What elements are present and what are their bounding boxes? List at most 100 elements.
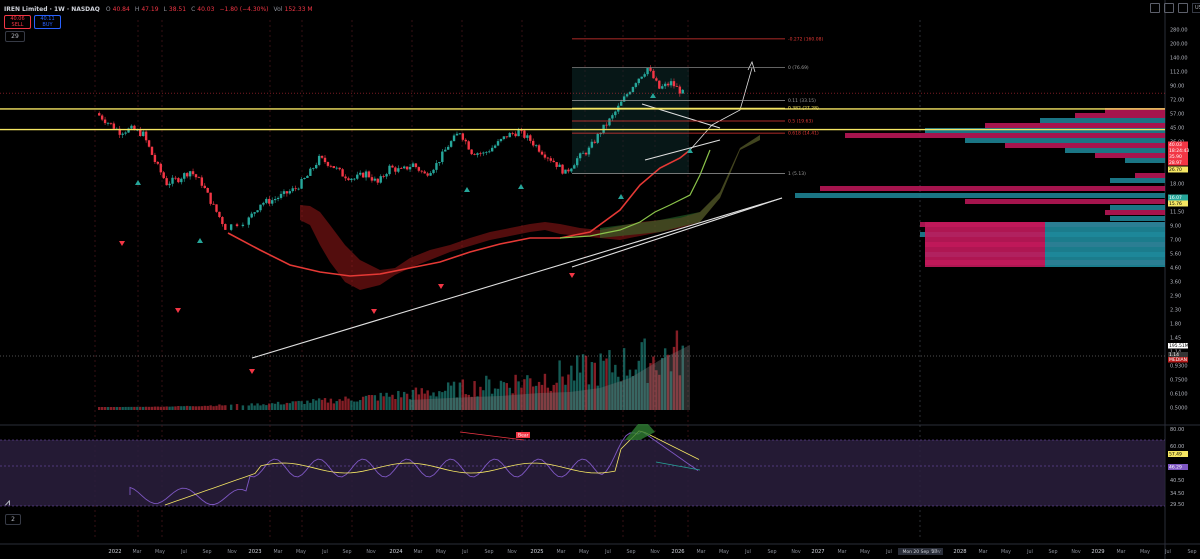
candle-body	[420, 170, 423, 172]
time-axis-label: Jul	[461, 549, 468, 555]
candle-body	[625, 94, 629, 97]
volume-bar	[276, 401, 280, 410]
volume-bar	[628, 369, 632, 410]
rsi-axis-tick: 40.50	[1170, 478, 1184, 484]
volume-bar	[165, 406, 168, 410]
time-axis-label: 2028	[953, 549, 966, 555]
volume-bar	[467, 394, 470, 410]
time-axis-label: Mar	[132, 549, 141, 555]
volume-bar	[150, 406, 154, 410]
candle-body	[200, 177, 204, 186]
volume-bar	[382, 396, 385, 410]
candle-body	[631, 86, 635, 93]
candle-body	[338, 167, 341, 170]
sell-signal-icon	[371, 309, 377, 314]
volume-bar	[537, 381, 541, 410]
candle-body	[402, 166, 406, 169]
volume-bar	[482, 390, 485, 410]
candle-body	[141, 131, 145, 137]
candle-body	[271, 200, 274, 204]
volume-bar	[159, 406, 162, 410]
price-axis-tick: 9.00	[1170, 224, 1181, 230]
volume-bar	[520, 387, 523, 410]
screenshot-icon[interactable]	[1164, 3, 1174, 13]
candle-body	[153, 154, 157, 162]
volume-bar	[364, 395, 368, 410]
buy-button[interactable]: 40.11 BUY	[34, 15, 61, 29]
price-axis-tick: 112.00	[1170, 70, 1188, 76]
time-axis-label: Jul	[1164, 549, 1171, 555]
time-axis-label: Mar	[1116, 549, 1125, 555]
candle-body	[291, 188, 294, 192]
volume-bar	[291, 401, 294, 410]
buy-signal-icon	[650, 93, 656, 98]
candle-body	[335, 167, 338, 169]
sell-button[interactable]: 40.06 SELL	[4, 15, 31, 29]
candle-body	[215, 204, 218, 212]
rsi-ma-line	[164, 430, 700, 506]
candle-body	[455, 133, 459, 136]
fib-zone	[572, 67, 689, 174]
currency-selector[interactable]: USD	[1192, 3, 1200, 13]
candle-body	[247, 217, 250, 225]
price-axis-tick: 7.00	[1170, 238, 1181, 244]
volume-bar	[402, 391, 406, 410]
volume-bar	[423, 393, 426, 410]
candle-body	[279, 193, 283, 198]
candle-body	[98, 113, 101, 116]
volume-bar	[174, 406, 177, 410]
candle-body	[681, 89, 684, 94]
candle-body	[444, 149, 447, 152]
time-axis-label: 2025	[530, 549, 543, 555]
candle-body	[320, 155, 324, 158]
volume-bar	[209, 405, 212, 410]
fib-level-label: 1 (5.13)	[788, 171, 806, 177]
price-tag-bg	[1168, 159, 1188, 166]
candle-body	[329, 165, 333, 167]
candle-body	[514, 133, 517, 137]
rsi-bull-divergence-line	[655, 461, 701, 471]
candle-body	[678, 86, 682, 94]
volume-bar	[388, 396, 391, 410]
time-axis-label: Nov	[1071, 549, 1081, 555]
candle-body	[452, 135, 456, 142]
candle-body	[297, 188, 300, 190]
candle-body	[376, 178, 379, 183]
indicators-toggle[interactable]: 29	[5, 31, 25, 42]
volume-median-area	[410, 345, 690, 410]
volume-bar	[203, 405, 206, 410]
volume-bar	[449, 385, 453, 410]
volume-bar	[558, 360, 561, 410]
price-tag-bg	[1168, 147, 1188, 154]
candle-body	[408, 166, 412, 170]
price-axis-tick: 45.00	[1170, 126, 1184, 132]
candle-body	[168, 183, 171, 186]
volume-bar	[529, 378, 532, 410]
candle-body	[109, 122, 113, 124]
rsi-pane-toggle[interactable]: 2	[5, 514, 21, 525]
fullscreen-icon[interactable]	[1178, 3, 1188, 13]
candle-body	[118, 128, 121, 135]
volume-profile-bar	[1125, 158, 1165, 163]
volume-tag-label: 1.14	[1169, 352, 1179, 358]
volume-bar	[458, 382, 462, 410]
candle-body	[174, 177, 177, 179]
volume-bar	[130, 406, 133, 410]
time-axis-label: May	[436, 549, 446, 555]
open-value: 40.84	[112, 5, 130, 13]
symbol-title[interactable]: IREN Limited · 1W · NASDAQ	[4, 5, 100, 13]
price-tag-label: 28.97	[1169, 160, 1182, 166]
rsi-tag: 46.29	[1169, 465, 1182, 471]
volume-bar	[171, 406, 174, 410]
volume-bar	[493, 388, 497, 410]
volume-bar	[329, 398, 333, 410]
sell-label: SELL	[11, 22, 24, 28]
time-axis-label: Sep	[484, 549, 493, 555]
candle-body	[590, 141, 594, 148]
volume-bar	[144, 406, 148, 410]
candle-body	[209, 192, 212, 204]
sell-signal-icon	[249, 369, 255, 374]
candle-body	[652, 70, 655, 79]
settings-icon[interactable]	[1150, 3, 1160, 13]
